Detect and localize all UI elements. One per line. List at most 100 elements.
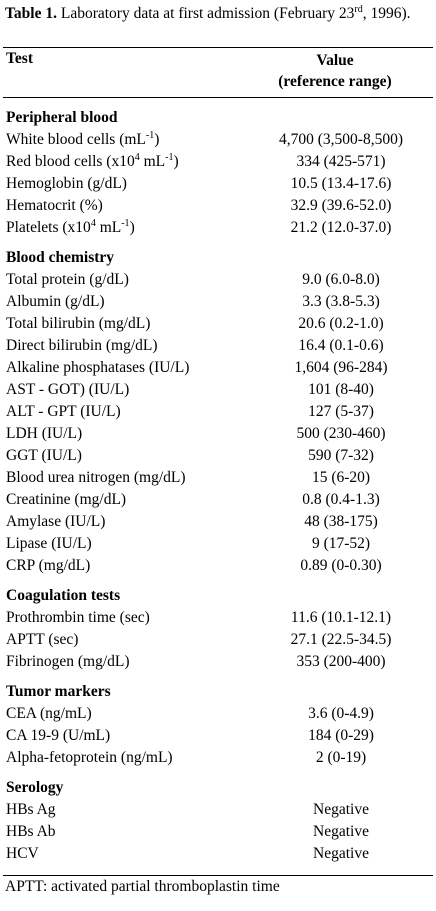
table-row: HBs Ab Negative — [6, 821, 430, 843]
test-value: 27.1 (22.5-34.5) — [290, 631, 392, 648]
test-name: Albumin (g/dL) — [6, 293, 105, 310]
table-row: Alpha-fetoprotein (ng/mL) 2 (0-19) — [6, 747, 430, 769]
superscript: 4 — [134, 152, 140, 163]
test-value: 48 (38-175) — [304, 513, 378, 530]
table-row: CA 19-9 (U/mL) 184 (0-29) — [6, 725, 430, 747]
superscript: -1 — [121, 218, 130, 229]
superscript: rd — [354, 4, 363, 15]
test-value: 10.5 (13.4-17.6) — [290, 175, 392, 192]
section-heading: Blood chemistry — [6, 249, 115, 266]
table-row: Red blood cells (x104 mL-1) 334 (425-571) — [6, 151, 430, 173]
test-name: Total bilirubin (mg/dL) — [6, 315, 151, 332]
test-name: White blood cells (mL-1) — [6, 131, 160, 149]
test-name: Platelets (x104 mL-1) — [6, 218, 135, 237]
test-value: 16.4 (0.1-0.6) — [298, 337, 384, 354]
table-row: Hematocrit (%) 32.9 (39.6-52.0) — [6, 195, 430, 217]
header-value-line: Value — [316, 52, 354, 69]
test-value: 590 (7-32) — [308, 447, 374, 464]
test-name: GGT (IU/L) — [6, 447, 82, 464]
test-name: ALT - GPT (IU/L) — [6, 403, 121, 420]
test-value: 20.6 (0.2-1.0) — [298, 315, 384, 332]
test-name: Total protein (g/dL) — [6, 271, 129, 288]
table-row: CRP (mg/dL) 0.89 (0-0.30) — [6, 555, 430, 577]
table-row: ALT - GPT (IU/L) 127 (5-37) — [6, 401, 430, 423]
test-value: 9.0 (6.0-8.0) — [302, 271, 380, 288]
table-row: APTT (sec) 27.1 (22.5-34.5) — [6, 629, 430, 651]
section-gap — [6, 769, 430, 777]
table-row: Total bilirubin (mg/dL) 20.6 (0.2-1.0) — [6, 313, 430, 335]
test-value: 15 (6-20) — [311, 469, 371, 486]
test-value: 334 (425-571) — [296, 153, 386, 170]
test-value: 1,604 (96-284) — [294, 359, 388, 376]
test-value: 32.9 (39.6-52.0) — [290, 197, 392, 214]
test-name: HCV — [6, 845, 39, 862]
header-value-line: (reference range) — [278, 73, 392, 90]
rule — [3, 47, 433, 48]
test-name: HBs Ag — [6, 801, 56, 818]
caption-label: Table 1. — [5, 5, 57, 22]
test-value: 2 (0-19) — [315, 749, 367, 766]
test-value: Negative — [313, 845, 369, 862]
test-value: Negative — [313, 801, 369, 818]
text-part: Platelets (x10 — [6, 219, 91, 236]
table-row: AST - GOT) (IU/L) 101 (8-40) — [6, 379, 430, 401]
test-value: 0.89 (0-0.30) — [300, 557, 382, 574]
table-row: HBs Ag Negative — [6, 799, 430, 821]
test-value: 21.2 (12.0-37.0) — [290, 219, 392, 236]
test-name: Hemoglobin (g/dL) — [6, 175, 127, 192]
superscript: -1 — [165, 152, 174, 163]
table-row: Hemoglobin (g/dL) 10.5 (13.4-17.6) — [6, 173, 430, 195]
table-row: Lipase (IU/L) 9 (17-52) — [6, 533, 430, 555]
table-row: Blood urea nitrogen (mg/dL) 15 (6-20) — [6, 467, 430, 489]
test-value: 11.6 (10.1-12.1) — [290, 609, 392, 626]
test-name: Prothrombin time (sec) — [6, 609, 150, 626]
rule — [3, 875, 433, 876]
test-value: 353 (200-400) — [296, 653, 386, 670]
test-value: 4,700 (3,500-8,500) — [279, 131, 403, 148]
test-name: Alkaline phosphatases (IU/L) — [6, 359, 190, 376]
test-name: Hematocrit (%) — [6, 197, 103, 214]
table-row: Amylase (IU/L) 48 (38-175) — [6, 511, 430, 533]
table-row: Platelets (x104 mL-1) 21.2 (12.0-37.0) — [6, 217, 430, 239]
table-row: LDH (IU/L) 500 (230-460) — [6, 423, 430, 445]
test-value: 500 (230-460) — [296, 425, 386, 442]
test-name: CRP (mg/dL) — [6, 557, 91, 574]
table-row: Prothrombin time (sec) 11.6 (10.1-12.1) — [6, 607, 430, 629]
test-value: Negative — [313, 823, 369, 840]
section-gap — [6, 673, 430, 681]
test-value: 184 (0-29) — [308, 727, 374, 744]
test-name: APTT (sec) — [6, 631, 79, 648]
table-caption: Table 1. Laboratory data at first admiss… — [5, 3, 433, 24]
text-part: ) — [173, 153, 179, 170]
test-name: HBs Ab — [6, 823, 56, 840]
test-value: 101 (8-40) — [308, 381, 374, 398]
test-name: Blood urea nitrogen (mg/dL) — [6, 469, 186, 486]
text-part: mL — [139, 153, 166, 170]
test-name: Alpha-fetoprotein (ng/mL) — [6, 749, 173, 766]
text-part: Laboratory data at first admission (Febr… — [60, 5, 355, 22]
caption-text: Laboratory data at first admission (Febr… — [60, 4, 411, 23]
header-value: Value (reference range) — [260, 50, 410, 92]
test-name: Creatinine (mg/dL) — [6, 491, 127, 508]
test-value: 0.8 (0.4-1.3) — [302, 491, 380, 508]
superscript: 4 — [90, 218, 96, 229]
table-row: CEA (ng/mL) 3.6 (0-4.9) — [6, 703, 430, 725]
text-part: ) — [129, 219, 135, 236]
text-part: , 1996). — [362, 5, 411, 22]
section-gap — [6, 577, 430, 585]
table-row: Albumin (g/dL) 3.3 (3.8-5.3) — [6, 291, 430, 313]
table-body: Peripheral blood White blood cells (mL-1)… — [6, 107, 430, 865]
rule — [3, 97, 433, 98]
test-name: Direct bilirubin (mg/dL) — [6, 337, 158, 354]
test-name: Red blood cells (x104 mL-1) — [6, 152, 179, 171]
test-name: AST - GOT) (IU/L) — [6, 381, 130, 398]
test-name: Lipase (IU/L) — [6, 535, 92, 552]
table-row: GGT (IU/L) 590 (7-32) — [6, 445, 430, 467]
section-heading: Peripheral blood — [6, 109, 118, 126]
text-part: White blood cells (mL — [6, 131, 146, 148]
text-part: ) — [154, 131, 160, 148]
table-row: HCV Negative — [6, 843, 430, 865]
text-part: Red blood cells (x10 — [6, 153, 135, 170]
section-heading: Tumor markers — [6, 683, 111, 700]
